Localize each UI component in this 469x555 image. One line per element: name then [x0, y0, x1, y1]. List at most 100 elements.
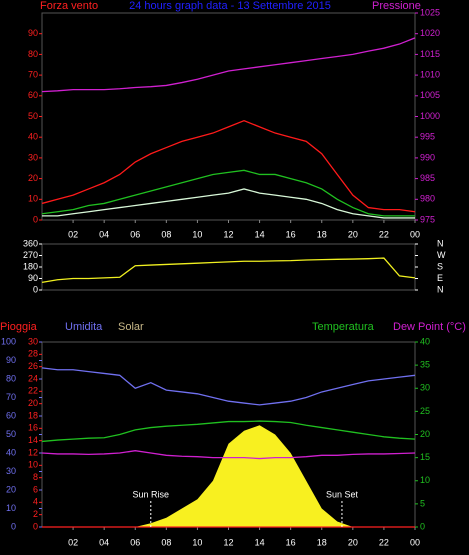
- y2-tick-label: 0: [420, 521, 425, 531]
- y-tick-label: 18: [28, 410, 38, 420]
- x-tick-label: 02: [68, 537, 78, 547]
- legend-entry: Umidita: [65, 321, 103, 333]
- y-tick-label: 10: [28, 194, 38, 204]
- y3-tick-label: 10: [6, 503, 16, 513]
- y2-tick-label: 985: [420, 173, 435, 183]
- y-tick-label: 50: [28, 111, 38, 121]
- y2-tick-label: 20: [420, 429, 430, 439]
- y-axis-title: Forza vento: [40, 0, 98, 12]
- series-line: [41, 420, 416, 443]
- y-tick-label: 90: [28, 28, 38, 38]
- y-tick-label: 24: [28, 373, 38, 383]
- y-tick-label: 40: [28, 132, 38, 142]
- y2-tick-label: E: [437, 273, 443, 283]
- y2-tick-label: 1025: [420, 7, 440, 17]
- y2-tick-label: 30: [420, 383, 430, 393]
- y2-tick-label: 1015: [420, 49, 440, 59]
- y3-tick-label: 30: [6, 466, 16, 476]
- x-tick-label: 14: [255, 229, 265, 239]
- y2-tick-label: 975: [420, 214, 435, 224]
- y-tick-label: 2: [33, 509, 38, 519]
- legend-entry: Pressione: [372, 0, 421, 12]
- x-tick-label: 06: [130, 537, 140, 547]
- x-tick-label: 00: [410, 537, 420, 547]
- y2-tick-label: N: [437, 284, 444, 294]
- y3-tick-label: 20: [6, 484, 16, 494]
- x-tick-label: 08: [161, 537, 171, 547]
- series-line: [42, 188, 415, 219]
- y3-tick-label: 60: [6, 410, 16, 420]
- x-tick-label: 08: [161, 229, 171, 239]
- y-tick-label: 4: [33, 497, 38, 507]
- x-tick-label: 22: [379, 229, 389, 239]
- x-tick-label: 12: [223, 537, 233, 547]
- y3-tick-label: 90: [6, 355, 16, 365]
- y-tick-label: 30: [28, 152, 38, 162]
- y-tick-label: 70: [28, 69, 38, 79]
- y2-tick-label: 990: [420, 152, 435, 162]
- x-tick-label: 00: [410, 229, 420, 239]
- y-tick-label: 22: [28, 386, 38, 396]
- x-tick-label: 20: [348, 537, 358, 547]
- y-tick-label: 60: [28, 90, 38, 100]
- y-tick-label: 26: [28, 361, 38, 371]
- plot-frame: [41, 12, 416, 221]
- y2-tick-label: N: [437, 238, 444, 248]
- y2-tick-label: 40: [420, 336, 430, 346]
- y-tick-label: 8: [33, 472, 38, 482]
- y-tick-label: 28: [28, 349, 38, 359]
- series-line: [41, 367, 416, 406]
- y2-tick-label: 10: [420, 475, 430, 485]
- y-tick-label: 20: [28, 398, 38, 408]
- y3-tick-label: 50: [6, 429, 16, 439]
- x-tick-label: 06: [130, 229, 140, 239]
- y-tick-label: 16: [28, 423, 38, 433]
- series-line: [41, 169, 415, 217]
- x-tick-label: 20: [348, 229, 358, 239]
- y2-tick-label: 35: [420, 360, 430, 370]
- y-tick-label: 90: [28, 273, 38, 283]
- legend-entry: Dew Point (°C): [393, 321, 466, 333]
- y3-tick-label: 100: [1, 336, 16, 346]
- y-tick-label: 270: [23, 250, 38, 260]
- series-line: [41, 37, 416, 93]
- x-tick-label: 12: [223, 229, 233, 239]
- y-tick-label: 20: [28, 173, 38, 183]
- y2-tick-label: 1005: [420, 90, 440, 100]
- chart-title: 24 hours graph data - 13 Settembre 2015: [129, 0, 331, 12]
- y-tick-label: 10: [28, 460, 38, 470]
- x-tick-label: 22: [379, 537, 389, 547]
- y3-tick-label: 0: [11, 521, 16, 531]
- y-tick-label: 0: [33, 214, 38, 224]
- y2-tick-label: 25: [420, 406, 430, 416]
- y-tick-label: 12: [28, 447, 38, 457]
- y-tick-label: 30: [28, 336, 38, 346]
- y-tick-label: 0: [33, 521, 38, 531]
- plot-frame: [41, 243, 416, 291]
- y-tick-label: 6: [33, 484, 38, 494]
- x-tick-label: 04: [99, 537, 109, 547]
- legend-entry: Pioggia: [0, 321, 38, 333]
- y-tick-label: 14: [28, 435, 38, 445]
- y3-tick-label: 70: [6, 392, 16, 402]
- x-tick-label: 18: [317, 229, 327, 239]
- y2-tick-label: 1020: [420, 28, 440, 38]
- x-tick-label: 16: [286, 537, 296, 547]
- y2-tick-label: 980: [420, 194, 435, 204]
- y2-tick-label: W: [437, 250, 446, 260]
- y3-tick-label: 40: [6, 447, 16, 457]
- x-tick-label: 16: [286, 229, 296, 239]
- y-tick-label: 180: [23, 261, 38, 271]
- x-tick-label: 10: [192, 229, 202, 239]
- y3-tick-label: 80: [6, 373, 16, 383]
- y2-tick-label: 1000: [420, 111, 440, 121]
- y-tick-label: 0: [33, 284, 38, 294]
- y-tick-label: 360: [23, 238, 38, 248]
- y-tick-label: 80: [28, 49, 38, 59]
- x-tick-label: 10: [192, 537, 202, 547]
- series-line: [41, 450, 416, 460]
- legend-entry: Temperatura: [312, 321, 375, 333]
- series-line: [41, 257, 416, 283]
